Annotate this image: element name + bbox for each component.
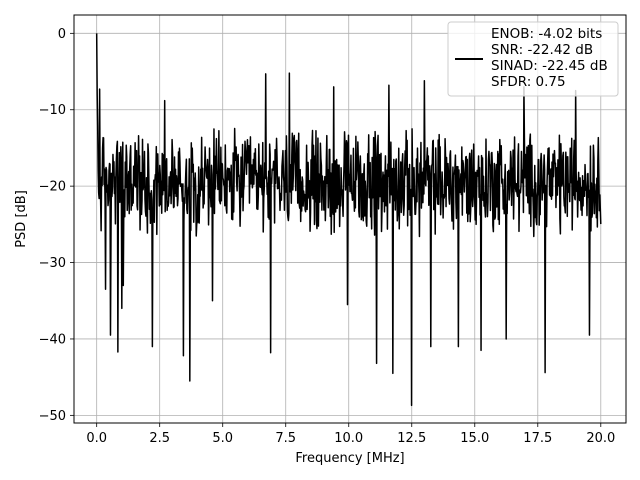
x-tick-label: 17.5: [523, 431, 552, 446]
y-tick-label: −50: [39, 409, 66, 424]
legend-entry-snr: SNR: -22.42 dB: [491, 42, 593, 58]
x-tick-label: 20.0: [586, 431, 615, 446]
x-tick-label: 10.0: [334, 431, 363, 446]
legend-entry-sinad: SINAD: -22.45 dB: [491, 58, 608, 74]
x-axis-label: Frequency [MHz]: [295, 451, 404, 466]
y-tick-label: −30: [39, 256, 66, 271]
x-tick-label: 12.5: [397, 431, 426, 446]
x-tick-label: 7.5: [275, 431, 296, 446]
y-tick-label: 0: [58, 27, 66, 42]
y-tick-label: −10: [39, 103, 66, 118]
legend-entry-enob: ENOB: -4.02 bits: [491, 26, 602, 42]
series-layer: [95, 33, 602, 407]
legend-entry-sfdr: SFDR: 0.75: [491, 74, 566, 90]
x-tick-label: 0.0: [86, 431, 107, 446]
legend-box: [447, 21, 619, 97]
y-tick-label: −20: [39, 180, 66, 195]
axes-frame: [73, 14, 627, 424]
x-tick-label: 2.5: [149, 431, 170, 446]
psd-series-line: [95, 33, 602, 407]
y-axis-ticks: 0 −10 −20 −30 −40 −50: [39, 27, 74, 424]
x-tick-label: 5.0: [212, 431, 233, 446]
legend: ENOB: -4.02 bits SNR: -22.42 dB SINAD: -…: [447, 21, 619, 97]
y-tick-label: −40: [39, 332, 66, 347]
y-axis-label: PSD [dB]: [14, 190, 29, 248]
x-tick-label: 15.0: [460, 431, 489, 446]
x-axis-ticks: 0.0 2.5 5.0 7.5 10.0 12.5 15.0 17.5 20.0: [86, 423, 615, 446]
